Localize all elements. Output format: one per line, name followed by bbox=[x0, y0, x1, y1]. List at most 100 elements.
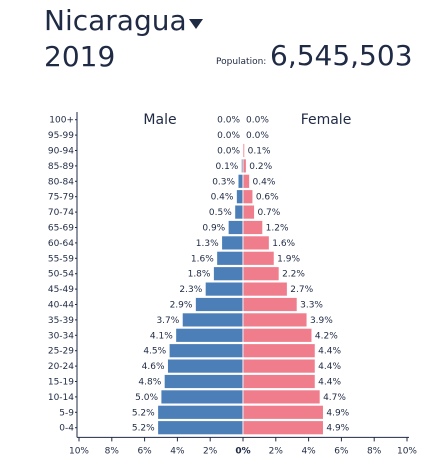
male-value-label: 5.0% bbox=[135, 393, 158, 403]
male-value-label: 0.5% bbox=[209, 208, 232, 218]
male-value-label: 1.6% bbox=[191, 254, 214, 264]
female-bar bbox=[242, 404, 324, 420]
male-value-label: 4.8% bbox=[138, 378, 161, 388]
female-value-label: 0.4% bbox=[253, 177, 276, 187]
male-value-label: 1.8% bbox=[188, 270, 211, 280]
female-bar bbox=[242, 343, 316, 359]
age-tick-label: 30-34 bbox=[48, 331, 74, 341]
female-bar bbox=[242, 189, 254, 205]
male-bar bbox=[221, 235, 244, 251]
female-value-label: 4.4% bbox=[318, 362, 341, 372]
female-bar bbox=[242, 281, 288, 297]
female-bar bbox=[242, 389, 321, 405]
male-value-label: 0.0% bbox=[217, 116, 240, 126]
age-tick-label: 100+ bbox=[49, 116, 74, 126]
male-value-label: 0.4% bbox=[211, 193, 234, 203]
age-tick-label: 75-79 bbox=[48, 193, 74, 203]
female-bar bbox=[242, 235, 270, 251]
female-bar bbox=[242, 173, 250, 189]
male-bar bbox=[227, 220, 244, 235]
female-value-label: 4.2% bbox=[315, 331, 338, 341]
male-bar bbox=[175, 327, 244, 343]
male-value-label: 0.1% bbox=[215, 162, 238, 172]
age-tick-label: 45-49 bbox=[48, 285, 74, 295]
male-value-label: 2.3% bbox=[179, 285, 202, 295]
male-bar bbox=[216, 250, 244, 266]
female-value-label: 1.2% bbox=[266, 224, 289, 234]
x-tick-label: 10% bbox=[69, 446, 89, 456]
age-tick-label: 70-74 bbox=[48, 208, 74, 218]
female-value-label: 0.7% bbox=[257, 208, 280, 218]
male-value-label: 4.6% bbox=[142, 362, 165, 372]
male-value-label: 0.0% bbox=[217, 131, 240, 141]
female-value-label: 0.0% bbox=[246, 131, 269, 141]
female-bar bbox=[242, 297, 298, 312]
age-tick-label: 0-4 bbox=[59, 424, 74, 434]
x-tick-label: 8% bbox=[105, 446, 120, 456]
age-tick-label: 35-39 bbox=[48, 316, 74, 326]
female-value-label: 0.2% bbox=[249, 162, 272, 172]
male-value-label: 3.7% bbox=[156, 316, 179, 326]
male-value-label: 4.1% bbox=[150, 331, 173, 341]
population-value: 6,545,503 bbox=[270, 39, 413, 72]
female-bar bbox=[242, 250, 275, 266]
female-bar bbox=[242, 220, 264, 235]
x-tick-label: 4% bbox=[170, 446, 185, 456]
male-value-label: 4.5% bbox=[143, 347, 166, 357]
age-tick-label: 15-19 bbox=[48, 378, 74, 388]
female-title: Female bbox=[301, 112, 352, 128]
male-bar bbox=[236, 189, 244, 205]
female-value-label: 4.4% bbox=[318, 347, 341, 357]
age-tick-label: 90-94 bbox=[48, 147, 74, 157]
male-bar bbox=[181, 312, 244, 328]
age-tick-label: 80-84 bbox=[48, 177, 74, 187]
age-tick-label: 55-59 bbox=[48, 254, 74, 264]
female-bar bbox=[242, 143, 246, 158]
male-value-label: 1.3% bbox=[196, 239, 219, 249]
male-value-label: 5.2% bbox=[132, 424, 155, 434]
caret-down-icon[interactable] bbox=[189, 19, 203, 29]
female-value-label: 1.9% bbox=[277, 254, 300, 264]
age-tick-label: 40-44 bbox=[48, 301, 74, 311]
age-tick-label: 95-99 bbox=[48, 131, 74, 141]
female-value-label: 2.2% bbox=[282, 270, 305, 280]
year-label: 2019 bbox=[44, 40, 116, 73]
male-bar bbox=[157, 420, 244, 436]
male-bar bbox=[234, 204, 244, 220]
age-tick-label: 5-9 bbox=[59, 408, 74, 418]
age-tick-label: 20-24 bbox=[48, 362, 74, 372]
x-tick-label: 4% bbox=[301, 446, 316, 456]
x-tick-label: 2% bbox=[203, 446, 218, 456]
male-bar bbox=[195, 297, 244, 312]
x-tick-label: 6% bbox=[334, 446, 349, 456]
female-value-label: 4.9% bbox=[326, 408, 349, 418]
female-bar bbox=[242, 266, 280, 282]
female-value-label: 0.1% bbox=[248, 147, 271, 157]
female-bar bbox=[242, 358, 316, 374]
male-bar bbox=[163, 374, 244, 389]
male-title: Male bbox=[143, 112, 176, 128]
country-title[interactable]: Nicaragua bbox=[44, 4, 187, 37]
x-tick-label: 10% bbox=[397, 446, 417, 456]
age-tick-label: 60-64 bbox=[48, 239, 74, 249]
male-bar bbox=[237, 173, 244, 189]
male-value-label: 0.9% bbox=[202, 224, 225, 234]
age-tick-label: 65-69 bbox=[48, 224, 74, 234]
age-tick-label: 25-29 bbox=[48, 347, 74, 357]
age-tick-label: 50-54 bbox=[48, 270, 74, 280]
female-bar bbox=[242, 327, 313, 343]
female-value-label: 2.7% bbox=[290, 285, 313, 295]
female-value-label: 3.9% bbox=[310, 316, 333, 326]
x-tick-label: 0% bbox=[235, 446, 250, 456]
female-bar bbox=[242, 158, 247, 174]
male-bar bbox=[204, 281, 244, 297]
female-value-label: 3.3% bbox=[300, 301, 323, 311]
female-bar bbox=[242, 204, 255, 220]
female-value-label: 0.0% bbox=[246, 116, 269, 126]
female-bar bbox=[242, 374, 316, 389]
male-bar bbox=[157, 404, 244, 420]
male-value-label: 5.2% bbox=[132, 408, 155, 418]
male-bar bbox=[167, 358, 244, 374]
x-tick-label: 6% bbox=[137, 446, 152, 456]
male-bar bbox=[168, 343, 244, 359]
